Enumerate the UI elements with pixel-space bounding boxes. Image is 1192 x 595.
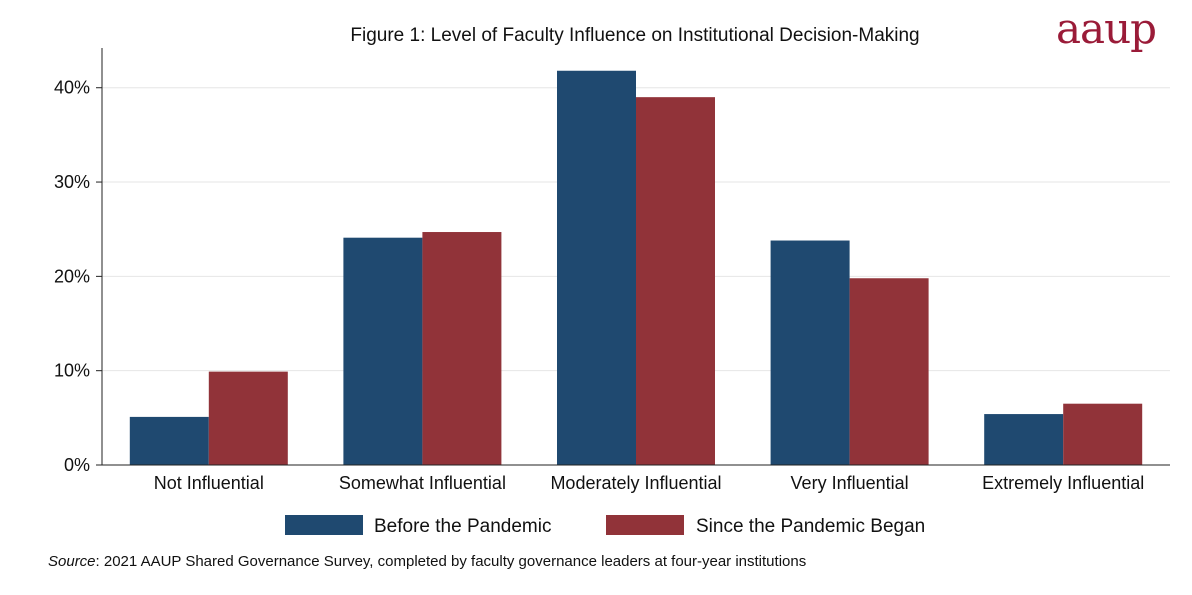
source-label: Source [48, 553, 96, 570]
y-tick-label: 20% [54, 266, 90, 286]
bar [984, 414, 1064, 465]
bar [770, 240, 850, 465]
x-tick-label: Not Influential [154, 473, 264, 493]
bar [557, 70, 636, 465]
bar [636, 97, 715, 465]
bar [422, 232, 502, 465]
bar [129, 416, 209, 465]
bar-chart: Figure 1: Level of Faculty Influence on … [54, 25, 1170, 537]
x-tick-label: Extremely Influential [982, 473, 1144, 493]
y-tick-label: 30% [54, 172, 90, 192]
legend-label: Before the Pandemic [374, 516, 551, 537]
legend-swatch [285, 515, 363, 535]
aaup-logo: aaup [1056, 4, 1157, 53]
source-text: : 2021 AAUP Shared Governance Survey, co… [95, 553, 807, 570]
x-tick-label: Moderately Influential [550, 473, 721, 493]
chart-title: Figure 1: Level of Faculty Influence on … [350, 25, 919, 46]
bar [849, 278, 929, 465]
y-tick-label: 0% [64, 455, 90, 475]
bar [1063, 403, 1143, 465]
bar [208, 371, 288, 465]
legend-label: Since the Pandemic Began [696, 516, 925, 537]
source-note: Source: 2021 AAUP Shared Governance Surv… [48, 553, 806, 570]
y-tick-label: 10% [54, 361, 90, 381]
legend-swatch [606, 515, 684, 535]
bar [343, 237, 423, 465]
y-tick-label: 40% [54, 78, 90, 98]
x-tick-label: Somewhat Influential [339, 473, 506, 493]
x-tick-label: Very Influential [791, 473, 909, 493]
axes: 0% 10% 20% 30% 40% Not Influential Somewhat In… [54, 48, 1170, 493]
bars [129, 70, 1143, 465]
legend: Before the Pandemic Since the Pandemic Be… [285, 515, 925, 537]
